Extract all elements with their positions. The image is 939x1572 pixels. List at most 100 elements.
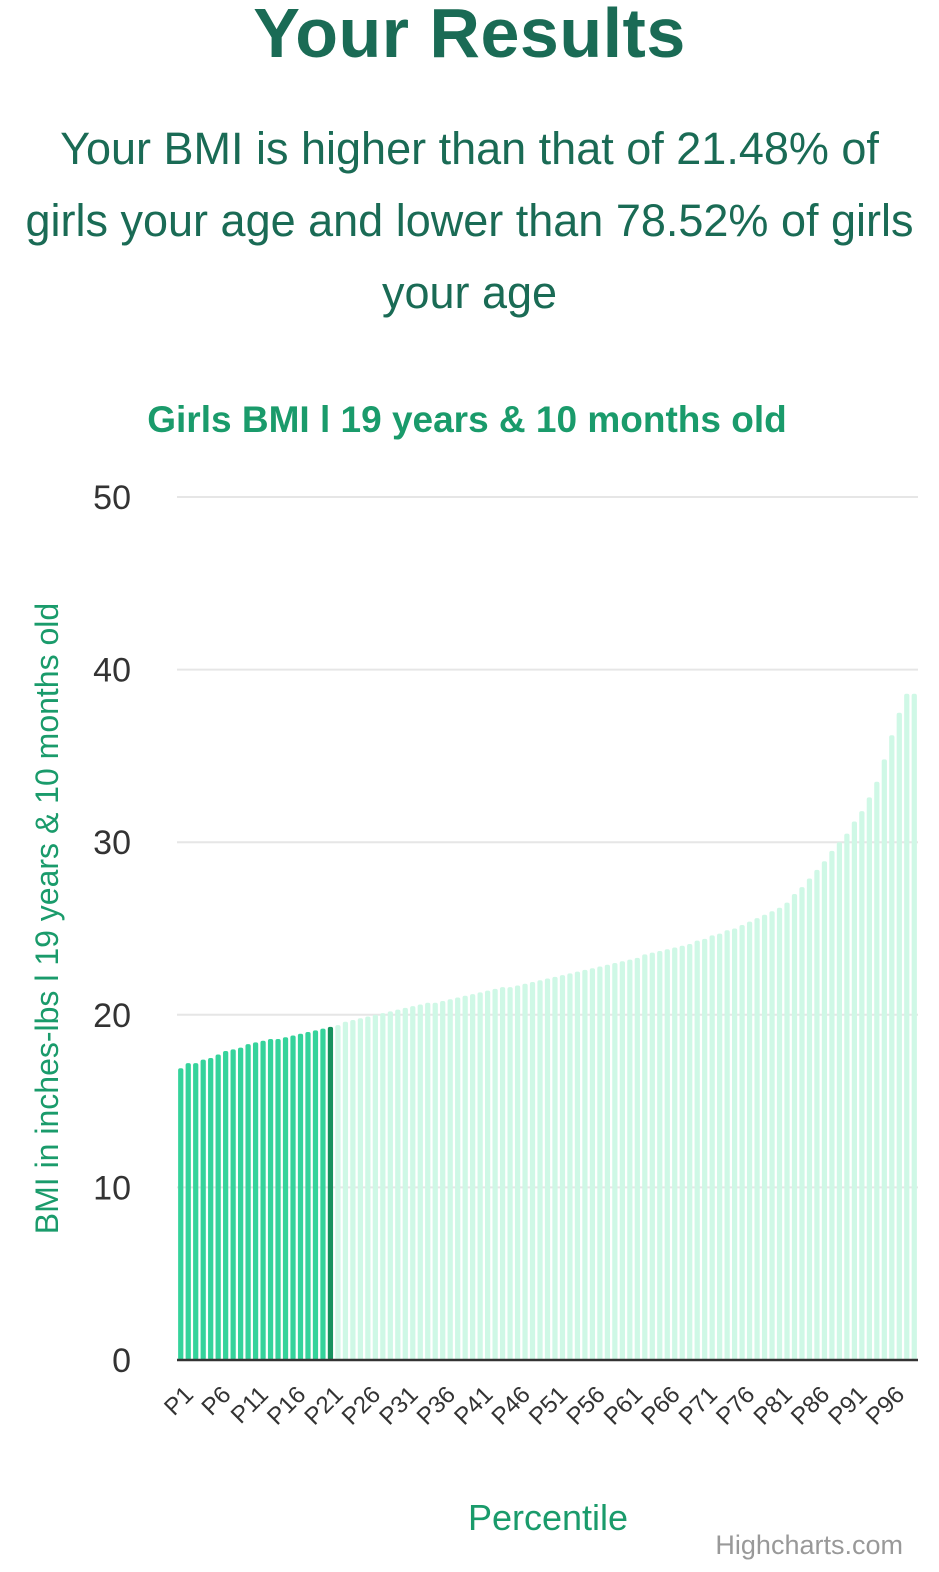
bar-p63[interactable] [642,954,648,1360]
bar-p40[interactable] [470,994,476,1360]
bar-p25[interactable] [357,1018,363,1360]
bar-p60[interactable] [619,961,625,1360]
bar-p49[interactable] [537,980,543,1360]
bar-p66[interactable] [664,949,670,1360]
bar-p59[interactable] [612,963,618,1360]
bar-p6[interactable] [215,1054,221,1361]
bar-p36[interactable] [440,1000,446,1360]
bar-p11[interactable] [252,1042,259,1360]
bar-p38[interactable] [455,997,461,1360]
bar-p19[interactable] [312,1030,319,1360]
bar-p54[interactable] [574,971,581,1360]
bar-p42[interactable] [485,990,491,1360]
bar-p29[interactable] [387,1011,393,1360]
bar-p72[interactable] [709,935,715,1360]
bar-p68[interactable] [679,945,685,1360]
bar-p56[interactable] [589,968,596,1360]
bar-p2[interactable] [185,1063,191,1360]
bar-p35[interactable] [432,1002,438,1360]
bar-p13[interactable] [267,1038,274,1360]
bar-p58[interactable] [604,964,610,1360]
bar-p22[interactable] [335,1025,341,1360]
bar-p50[interactable] [544,978,551,1360]
bar-p51[interactable] [552,976,558,1360]
bar-p48[interactable] [529,982,536,1360]
bar-p30[interactable] [395,1009,401,1360]
bar-p33[interactable] [417,1004,423,1360]
bar-p75[interactable] [732,928,738,1361]
bar-p82[interactable] [784,902,790,1360]
bar-p71[interactable] [702,938,708,1360]
bar-p5[interactable] [208,1057,214,1360]
bar-p21[interactable] [327,1026,334,1360]
bar-p76[interactable] [739,925,745,1360]
bar-p28[interactable] [380,1013,386,1360]
bar-p65[interactable] [657,950,663,1360]
bar-p84[interactable] [799,887,805,1360]
bar-p80[interactable] [769,911,775,1360]
bar-p70[interactable] [694,940,700,1360]
bar-p96[interactable] [889,735,895,1360]
bar-p88[interactable] [829,850,835,1360]
bar-p93[interactable] [866,797,872,1360]
bar-p53[interactable] [567,973,573,1360]
bar-p69[interactable] [687,944,693,1360]
bar-p4[interactable] [200,1059,206,1360]
bar-p3[interactable] [193,1063,199,1360]
bar-p47[interactable] [522,983,528,1360]
bar-p74[interactable] [724,930,730,1360]
bar-p9[interactable] [238,1047,244,1360]
bar-p10[interactable] [245,1044,251,1360]
bar-p62[interactable] [634,957,640,1360]
credits-link[interactable]: Highcharts.com [715,1530,903,1560]
bar-p64[interactable] [649,952,655,1360]
bar-p79[interactable] [761,914,768,1360]
bar-p27[interactable] [372,1014,378,1360]
bar-p73[interactable] [717,933,723,1360]
bar-p41[interactable] [477,992,483,1360]
bar-p77[interactable] [746,921,753,1360]
bar-p61[interactable] [627,959,633,1360]
bar-p16[interactable] [290,1035,296,1360]
bar-p26[interactable] [365,1016,371,1360]
bar-p83[interactable] [791,893,798,1360]
bar-p24[interactable] [350,1019,356,1360]
bar-p85[interactable] [806,878,813,1360]
bar-p7[interactable] [223,1051,229,1360]
bar-p57[interactable] [597,966,603,1360]
bar-p95[interactable] [881,759,887,1360]
bar-p98[interactable] [904,693,910,1360]
bar-p15[interactable] [282,1037,289,1360]
bar-p31[interactable] [402,1007,408,1360]
bar-p81[interactable] [776,907,783,1360]
bar-p44[interactable] [499,987,506,1360]
bar-p8[interactable] [230,1049,236,1360]
bar-p32[interactable] [410,1006,416,1360]
bar-p43[interactable] [492,988,498,1360]
bar-p39[interactable] [462,995,468,1360]
bar-p12[interactable] [260,1040,266,1360]
bar-p17[interactable] [297,1033,304,1360]
bar-p37[interactable] [447,999,453,1360]
bar-p86[interactable] [814,869,820,1360]
bar-p55[interactable] [582,969,588,1360]
bar-p18[interactable] [305,1032,311,1360]
bar-p94[interactable] [874,781,880,1360]
bar-p87[interactable] [821,861,828,1360]
bar-p90[interactable] [844,833,850,1360]
bar-p34[interactable] [425,1002,431,1360]
bar-p20[interactable] [320,1028,326,1360]
bar-p52[interactable] [559,975,566,1360]
bar-p67[interactable] [672,947,678,1360]
bar-p45[interactable] [507,987,513,1360]
bar-p1[interactable] [178,1068,184,1360]
bar-p78[interactable] [754,918,760,1360]
bar-p91[interactable] [851,821,857,1360]
bar-p14[interactable] [275,1038,281,1360]
bar-p46[interactable] [514,985,521,1360]
bar-p97[interactable] [896,712,902,1360]
bar-p92[interactable] [859,811,865,1360]
bar-p99[interactable] [911,693,917,1360]
bar-p89[interactable] [836,842,843,1360]
bar-p23[interactable] [342,1021,349,1360]
